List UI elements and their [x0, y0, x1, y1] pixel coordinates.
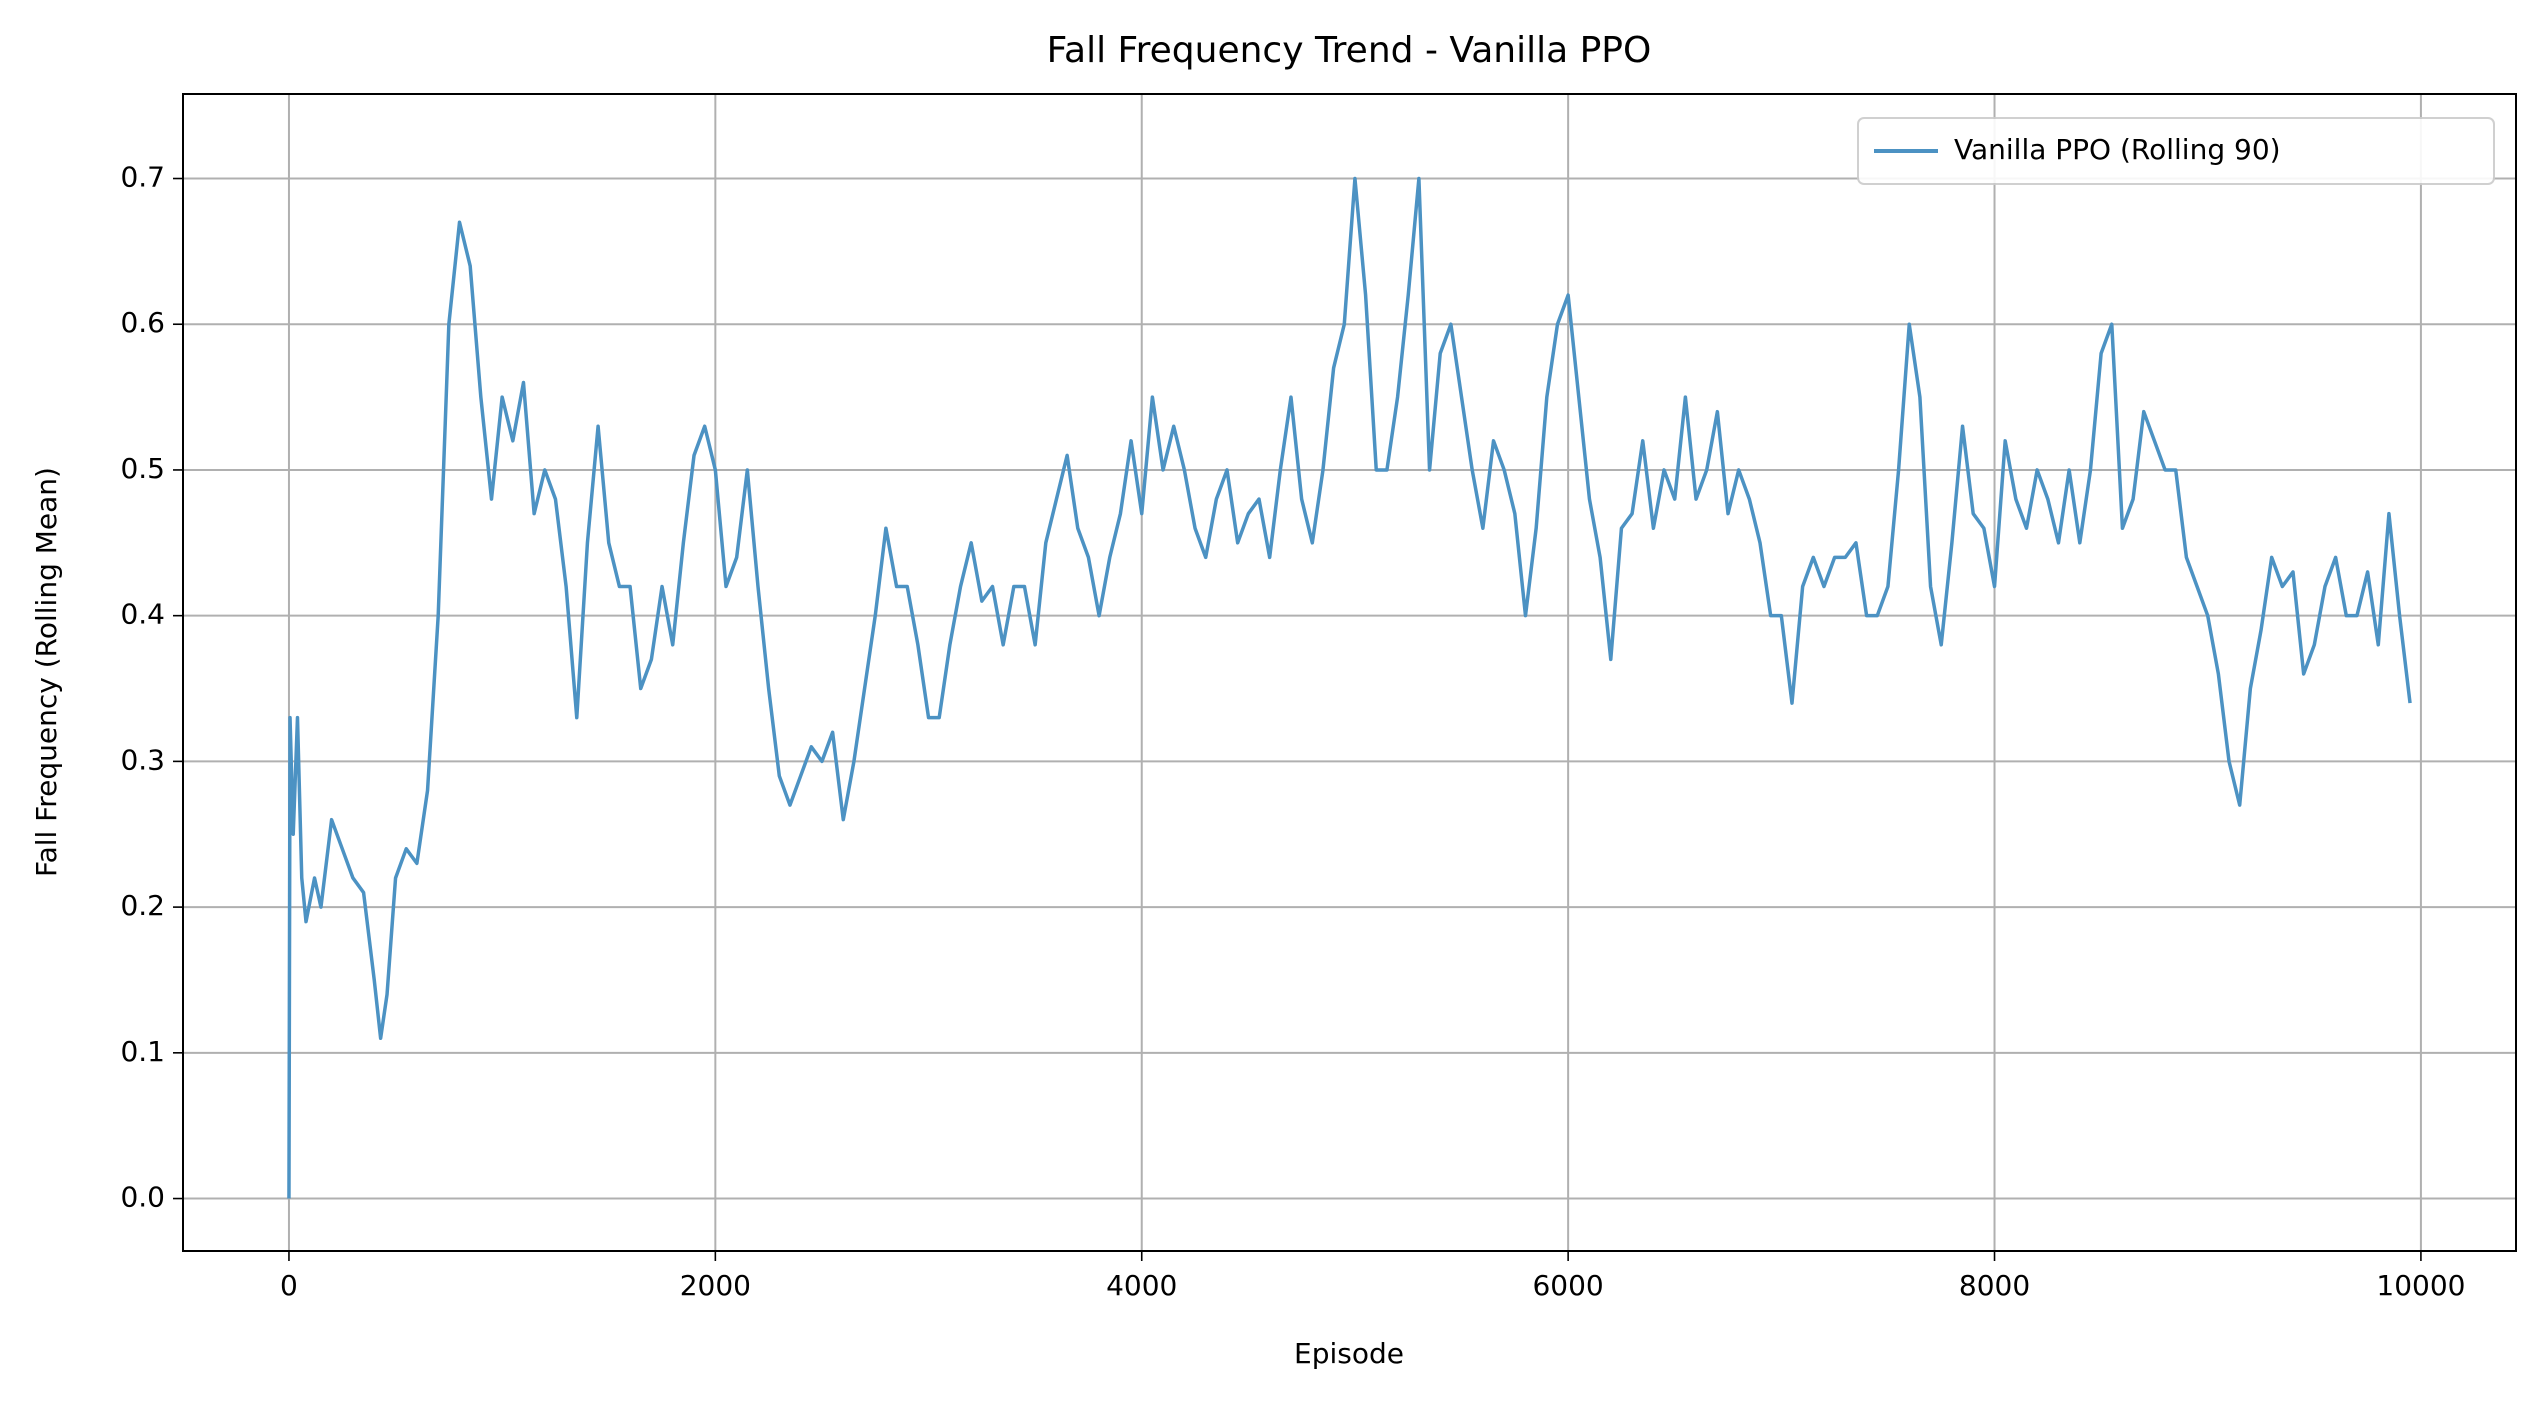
y-axis-label: Fall Frequency (Rolling Mean) [30, 467, 63, 877]
x-axis-label: Episode [1294, 1337, 1404, 1370]
x-tick-label: 4000 [1106, 1269, 1177, 1302]
x-tick-label: 2000 [680, 1269, 751, 1302]
legend-label: Vanilla PPO (Rolling 90) [1954, 133, 2281, 166]
y-tick-label: 0.0 [120, 1181, 165, 1214]
y-tick-label: 0.6 [120, 306, 165, 339]
y-tick-label: 0.5 [120, 452, 165, 485]
x-tick-label: 6000 [1532, 1269, 1603, 1302]
x-tick-label: 8000 [1959, 1269, 2030, 1302]
y-tick-label: 0.2 [120, 889, 165, 922]
legend-box [1857, 117, 2495, 185]
plot-frame [182, 93, 2517, 1252]
data-line [287, 176, 2412, 1199]
chart-title: Fall Frequency Trend - Vanilla PPO [1047, 30, 1652, 71]
y-tick-label: 0.4 [120, 598, 165, 631]
y-tick-label: 0.3 [120, 743, 165, 776]
x-tick-label: 0 [280, 1269, 298, 1302]
y-tick-label: 0.1 [120, 1035, 165, 1068]
x-tick-label: 10000 [2376, 1269, 2465, 1302]
y-tick-label: 0.7 [120, 161, 165, 194]
